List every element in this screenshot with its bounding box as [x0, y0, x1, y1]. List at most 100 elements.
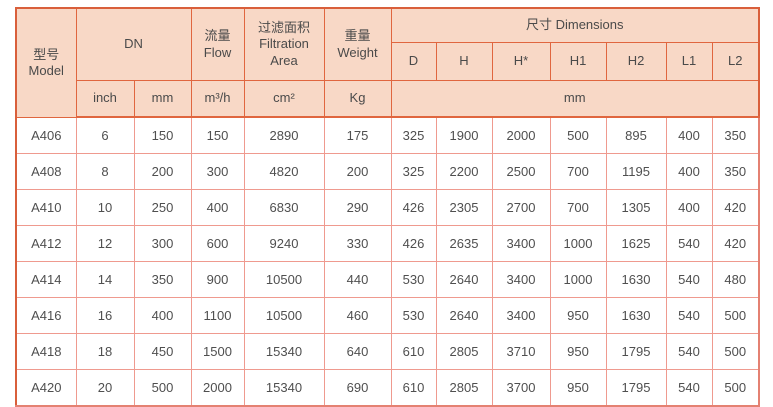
table-row: A418 18 450 1500 15340 640 610 2805 3710 950 1795 5…: [15, 333, 760, 370]
value-cell: 3400: [491, 297, 551, 334]
value-cell: 14: [75, 261, 135, 298]
value-cell: 3400: [491, 261, 551, 298]
value-cell: 426: [390, 189, 437, 226]
header-dn: DN: [75, 7, 192, 81]
table-row: A414 14 350 900 10500 440 530 2640 3400 1000 1630 5…: [15, 261, 760, 298]
value-cell: 2500: [491, 153, 551, 190]
value-cell: 1625: [605, 225, 667, 262]
unit-dn-inch: inch: [75, 80, 135, 118]
value-cell: 290: [323, 189, 392, 226]
unit-weight: Kg: [323, 80, 392, 118]
value-cell: 200: [323, 153, 392, 190]
value-cell: 1000: [549, 225, 607, 262]
value-cell: 1305: [605, 189, 667, 226]
table-row: A408 8 200 300 4820 200 325 2200 2500 700 1195 400 3…: [15, 153, 760, 190]
value-cell: 950: [549, 297, 607, 334]
value-cell: 6830: [243, 189, 325, 226]
unit-flow: m³/h: [190, 80, 245, 118]
value-cell: 1795: [605, 369, 667, 407]
table-row: A410 10 250 400 6830 290 426 2305 2700 700 1305 400…: [15, 189, 760, 226]
value-cell: 610: [390, 333, 437, 370]
value-cell: 1630: [605, 297, 667, 334]
value-cell: 530: [390, 261, 437, 298]
value-cell: 420: [711, 189, 760, 226]
value-cell: 400: [133, 297, 192, 334]
value-cell: 950: [549, 369, 607, 407]
value-cell: 6: [75, 116, 135, 154]
value-cell: 1195: [605, 153, 667, 190]
value-cell: 500: [549, 116, 607, 154]
value-cell: 700: [549, 153, 607, 190]
value-cell: 2640: [435, 297, 493, 334]
header-weight: 重量 Weight: [323, 7, 392, 81]
model-cell: A410: [15, 189, 77, 226]
value-cell: 950: [549, 333, 607, 370]
value-cell: 420: [711, 225, 760, 262]
value-cell: 700: [549, 189, 607, 226]
value-cell: 350: [711, 153, 760, 190]
value-cell: 150: [190, 116, 245, 154]
model-cell: A408: [15, 153, 77, 190]
value-cell: 330: [323, 225, 392, 262]
value-cell: 400: [665, 116, 713, 154]
value-cell: 2200: [435, 153, 493, 190]
value-cell: 1900: [435, 116, 493, 154]
value-cell: 3400: [491, 225, 551, 262]
value-cell: 350: [133, 261, 192, 298]
value-cell: 2640: [435, 261, 493, 298]
value-cell: 2000: [491, 116, 551, 154]
value-cell: 1795: [605, 333, 667, 370]
header-filtration-area: 过滤面积 Filtration Area: [243, 7, 325, 81]
value-cell: 540: [665, 261, 713, 298]
value-cell: 530: [390, 297, 437, 334]
model-cell: A416: [15, 297, 77, 334]
value-cell: 350: [711, 116, 760, 154]
value-cell: 15340: [243, 333, 325, 370]
value-cell: 8: [75, 153, 135, 190]
header-dim-h: H: [435, 42, 493, 81]
unit-dn-mm: mm: [133, 80, 192, 118]
value-cell: 440: [323, 261, 392, 298]
value-cell: 540: [665, 297, 713, 334]
table-row: A416 16 400 1100 10500 460 530 2640 3400 950 1630 5…: [15, 297, 760, 334]
value-cell: 2700: [491, 189, 551, 226]
model-cell: A414: [15, 261, 77, 298]
value-cell: 600: [190, 225, 245, 262]
header-dim-l2: L2: [711, 42, 760, 81]
value-cell: 18: [75, 333, 135, 370]
header-dimensions: 尺寸 Dimensions: [390, 7, 760, 43]
value-cell: 2890: [243, 116, 325, 154]
value-cell: 500: [133, 369, 192, 407]
header-dim-l1: L1: [665, 42, 713, 81]
value-cell: 450: [133, 333, 192, 370]
value-cell: 640: [323, 333, 392, 370]
header-dim-hstar: H*: [491, 42, 551, 81]
model-cell: A406: [15, 116, 77, 154]
value-cell: 540: [665, 333, 713, 370]
model-cell: A418: [15, 333, 77, 370]
value-cell: 4820: [243, 153, 325, 190]
header-flow: 流量 Flow: [190, 7, 245, 81]
value-cell: 3700: [491, 369, 551, 407]
value-cell: 900: [190, 261, 245, 298]
value-cell: 200: [133, 153, 192, 190]
table-row: A412 12 300 600 9240 330 426 2635 3400 1000 1625 54…: [15, 225, 760, 262]
header-model: 型号 Model: [15, 7, 77, 118]
value-cell: 500: [711, 333, 760, 370]
value-cell: 895: [605, 116, 667, 154]
value-cell: 300: [133, 225, 192, 262]
value-cell: 400: [665, 189, 713, 226]
value-cell: 16: [75, 297, 135, 334]
header-dim-h2: H2: [605, 42, 667, 81]
value-cell: 500: [711, 369, 760, 407]
value-cell: 1630: [605, 261, 667, 298]
value-cell: 1100: [190, 297, 245, 334]
unit-dimensions: mm: [390, 80, 760, 118]
value-cell: 150: [133, 116, 192, 154]
value-cell: 325: [390, 116, 437, 154]
value-cell: 540: [665, 225, 713, 262]
model-cell: A412: [15, 225, 77, 262]
value-cell: 2000: [190, 369, 245, 407]
specification-table: 型号 Model DN 流量 Flow 过滤面积 Filtration Area…: [15, 7, 760, 407]
value-cell: 480: [711, 261, 760, 298]
